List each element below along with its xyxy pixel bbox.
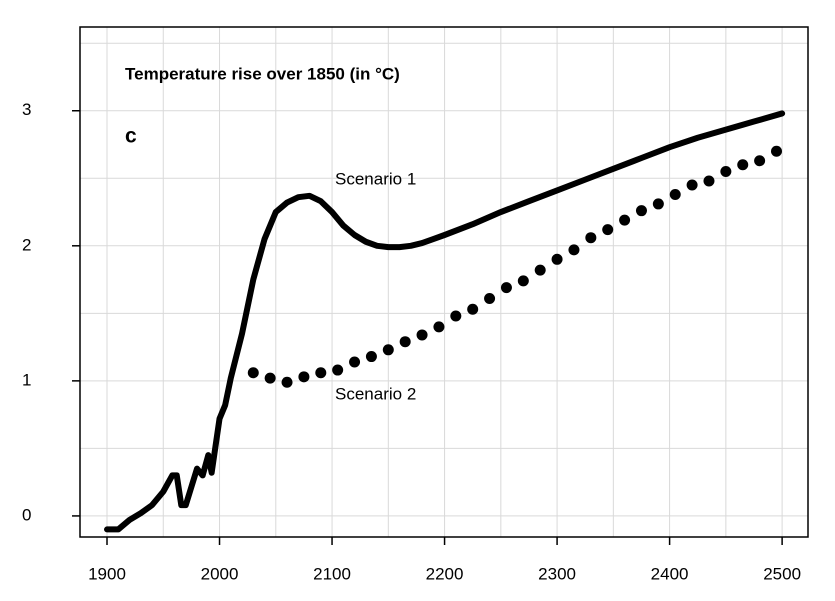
data-point xyxy=(551,253,563,265)
x-tick-label: 2100 xyxy=(313,564,351,583)
y-tick-label: 0 xyxy=(22,505,31,524)
data-point xyxy=(770,145,782,157)
annotation: Scenario 2 xyxy=(335,384,416,403)
data-point xyxy=(568,244,580,256)
data-point xyxy=(349,356,361,368)
data-point xyxy=(416,329,428,341)
annotation: Scenario 1 xyxy=(335,169,416,188)
x-tick-label: 2300 xyxy=(538,564,576,583)
data-point xyxy=(585,232,597,244)
annotation: Temperature rise over 1850 (in °C) xyxy=(125,64,400,83)
data-line xyxy=(104,110,786,533)
y-tick-label: 3 xyxy=(22,100,31,119)
data-point xyxy=(635,205,647,217)
data-point xyxy=(686,179,698,191)
x-tick-label: 2200 xyxy=(426,564,464,583)
x-tick-label: 2000 xyxy=(201,564,239,583)
data-point xyxy=(484,292,496,304)
data-point xyxy=(264,372,276,384)
data-point xyxy=(669,188,681,200)
data-point xyxy=(399,336,411,348)
data-point xyxy=(500,282,512,294)
plot-frame xyxy=(79,26,809,538)
y-tick-label: 1 xyxy=(22,370,31,389)
data-point xyxy=(652,198,664,210)
data-point xyxy=(332,364,344,376)
data-point xyxy=(754,155,766,167)
data-point xyxy=(247,367,259,379)
data-point xyxy=(281,376,293,388)
data-point xyxy=(365,351,377,363)
data-point xyxy=(467,303,479,315)
data-point xyxy=(534,264,546,276)
x-tick-label: 2400 xyxy=(651,564,689,583)
annotation: c xyxy=(125,125,137,148)
data-point xyxy=(382,344,394,356)
y-tick-label: 2 xyxy=(22,235,31,254)
data-point xyxy=(602,224,614,236)
data-point xyxy=(450,310,462,322)
x-tick-label: 1900 xyxy=(88,564,126,583)
data-point xyxy=(737,159,749,171)
x-tick-label: 2500 xyxy=(763,564,801,583)
data-point xyxy=(315,367,327,379)
data-point xyxy=(298,371,310,383)
data-point xyxy=(619,214,631,226)
data-point xyxy=(703,175,715,187)
data-point xyxy=(720,166,732,178)
data-point xyxy=(433,321,445,333)
data-point xyxy=(517,275,529,287)
